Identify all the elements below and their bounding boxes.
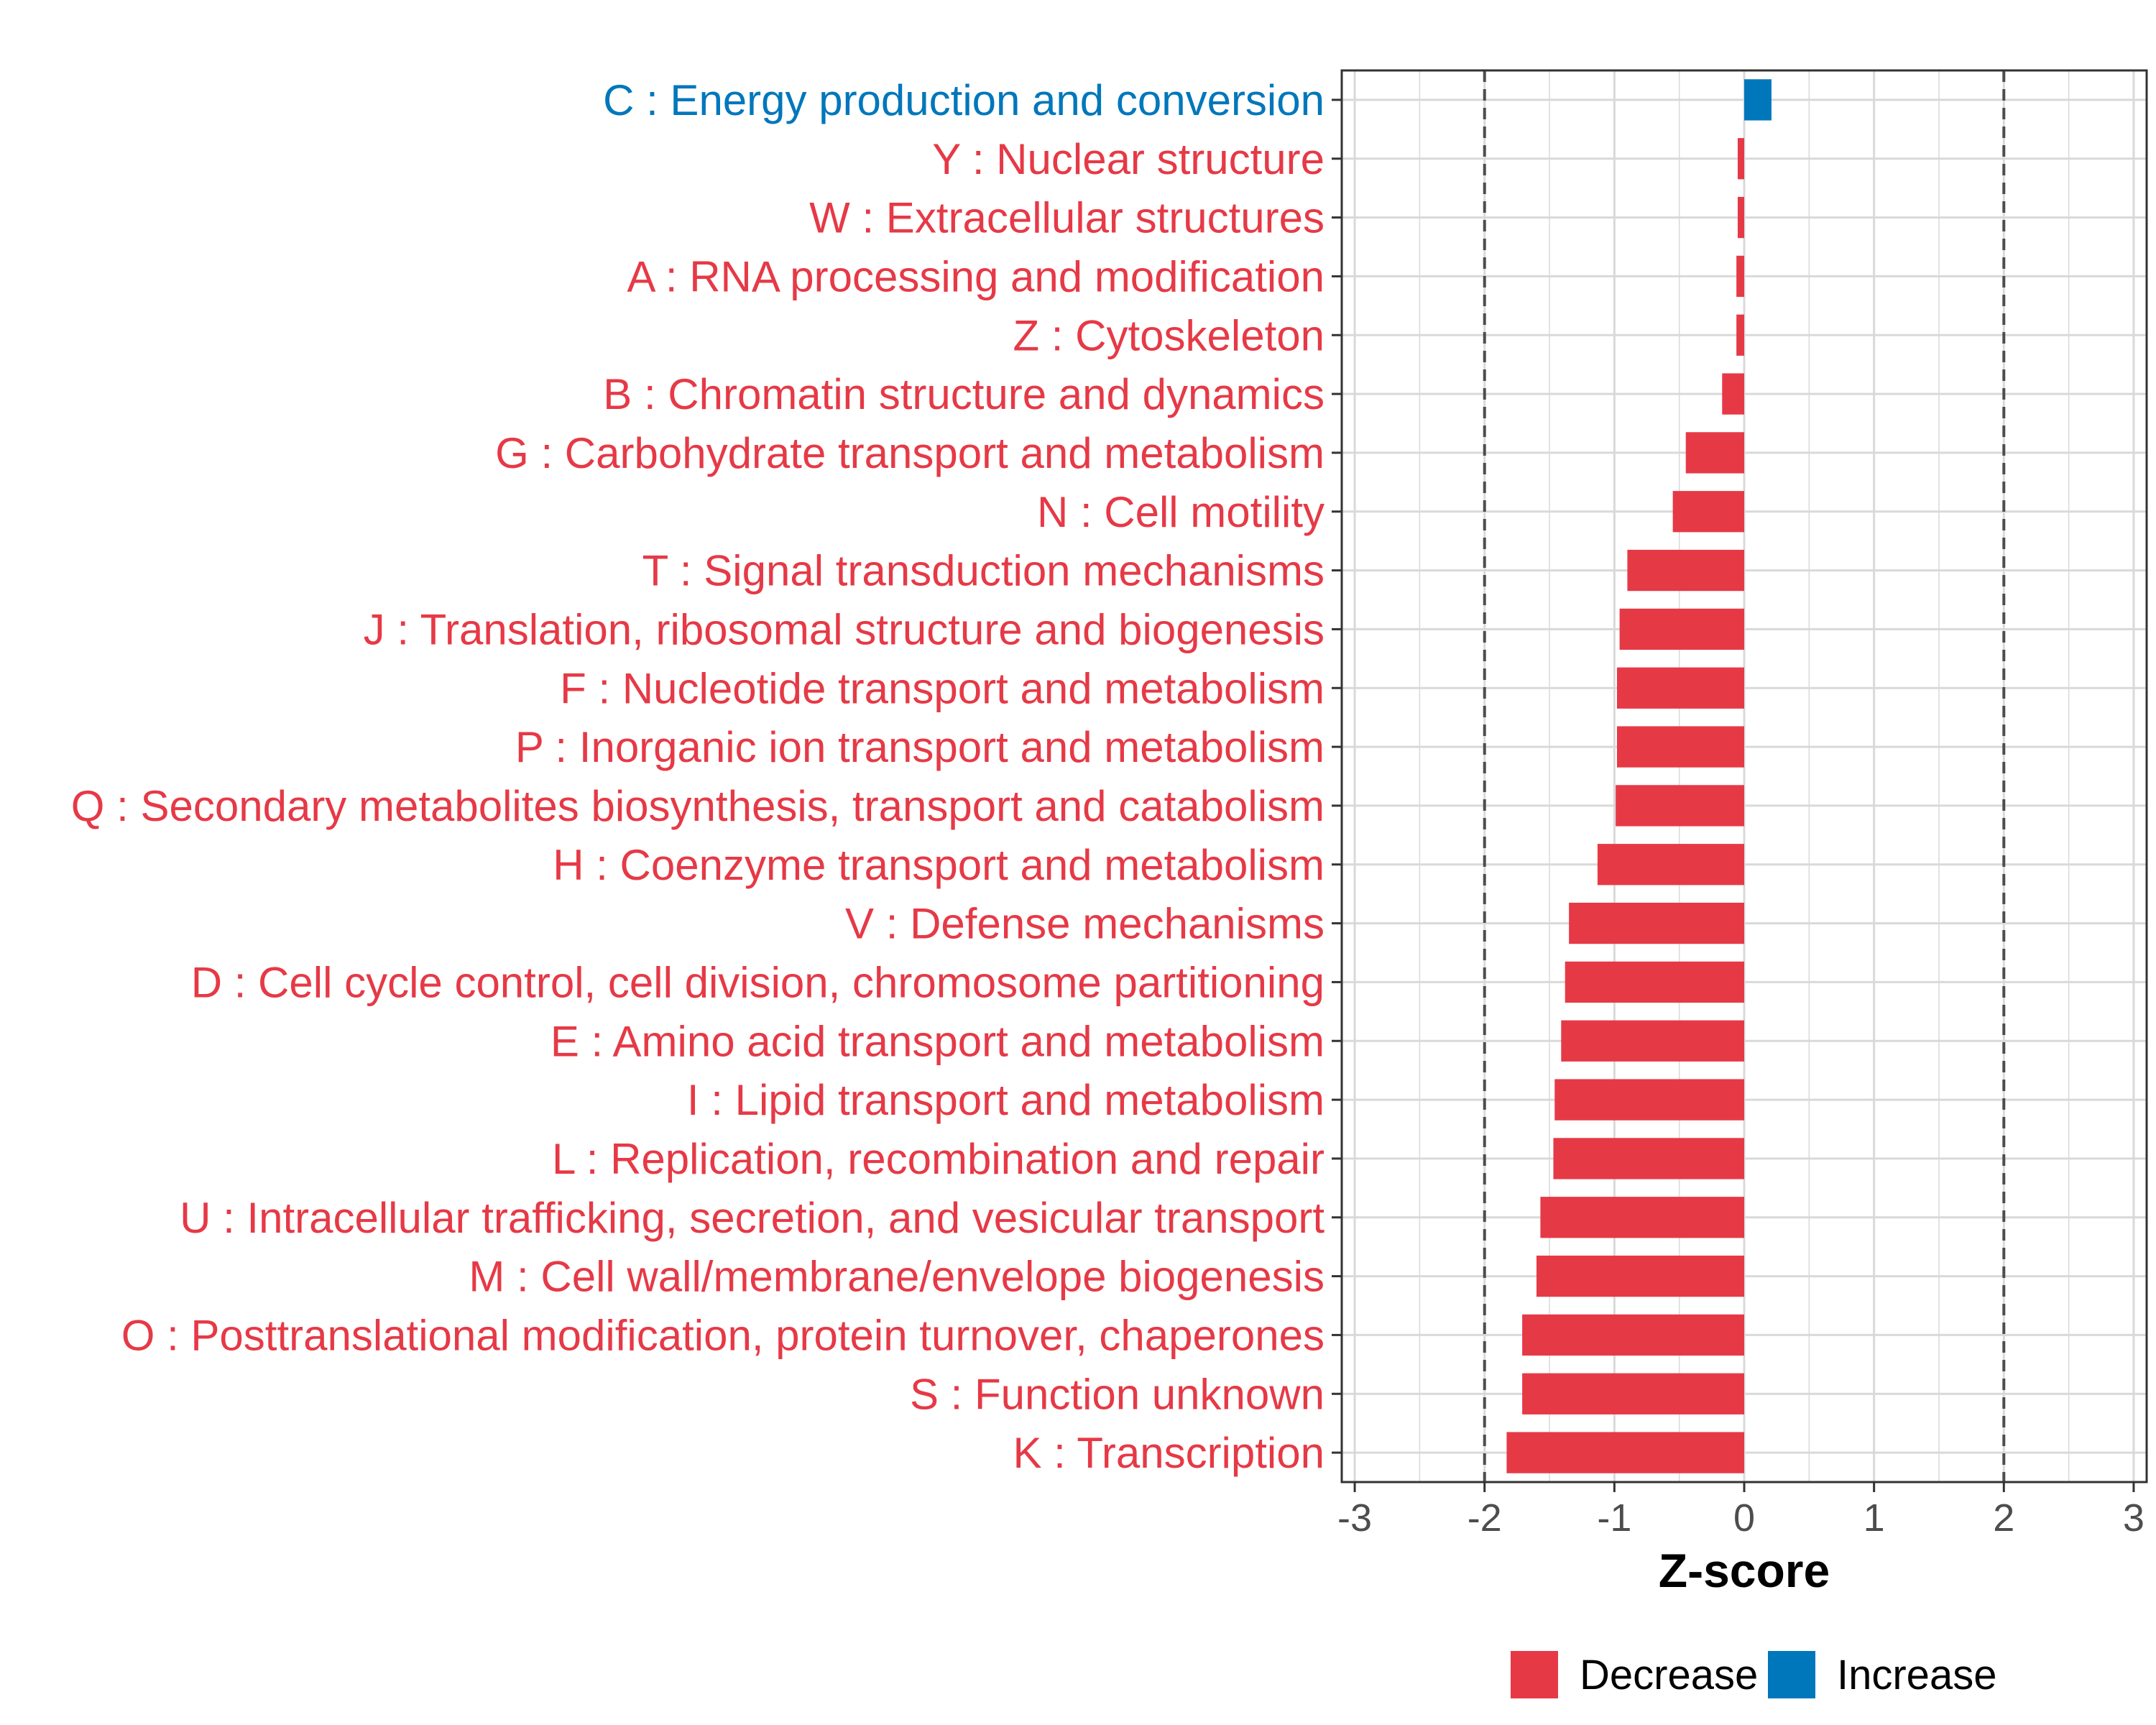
y-axis: C : Energy production and conversion Y : … (71, 76, 1342, 1477)
bar-e (1561, 1020, 1744, 1062)
category-label: C : Energy production and conversion (603, 76, 1325, 124)
bar-z (1736, 314, 1744, 356)
bar-o (1522, 1314, 1744, 1356)
bar-q (1616, 785, 1744, 827)
x-tick-label: -1 (1597, 1496, 1631, 1540)
bar-n (1672, 491, 1744, 533)
category-label: V : Defense mechanisms (845, 900, 1325, 948)
category-label: I : Lipid transport and metabolism (687, 1076, 1325, 1124)
category-label: A : RNA processing and modification (627, 252, 1325, 300)
category-label: Y : Nuclear structure (932, 135, 1325, 183)
category-label: P : Inorganic ion transport and metaboli… (515, 723, 1325, 771)
category-label: D : Cell cycle control, cell division, c… (191, 958, 1325, 1006)
category-label: S : Function unknown (910, 1370, 1325, 1418)
bar-c (1744, 79, 1772, 121)
legend-swatch-increase (1768, 1651, 1815, 1698)
bar-b (1722, 373, 1744, 415)
category-label: Q : Secondary metabolites biosynthesis, … (71, 782, 1325, 830)
bars (1506, 79, 1772, 1473)
category-label: H : Coenzyme transport and metabolism (553, 841, 1325, 889)
x-axis-title: Z-score (1659, 1544, 1830, 1597)
bar-y (1737, 138, 1744, 180)
x-tick-label: 0 (1733, 1496, 1755, 1540)
bar-v (1569, 902, 1744, 944)
bar-f (1616, 667, 1744, 709)
legend-label-decrease: Decrease (1580, 1652, 1758, 1698)
bar-m (1536, 1255, 1744, 1297)
category-label: W : Extracellular structures (809, 194, 1325, 242)
category-label: B : Chromatin structure and dynamics (603, 370, 1325, 418)
x-tick-label: 2 (1993, 1496, 2014, 1540)
bar-w (1737, 196, 1744, 239)
category-label: G : Carbohydrate transport and metabolis… (495, 429, 1325, 477)
bar-a (1736, 255, 1744, 298)
bar-g (1685, 432, 1744, 474)
category-label: O : Posttranslational modification, prot… (121, 1311, 1325, 1359)
x-axis: -3 -2 -1 0 1 2 3 (1337, 1482, 2145, 1540)
legend-swatch-decrease (1511, 1651, 1558, 1698)
bar-u (1540, 1197, 1744, 1238)
x-tick-label: -2 (1468, 1496, 1502, 1540)
bar-i (1554, 1079, 1744, 1121)
x-tick-label: -3 (1337, 1496, 1372, 1540)
bar-h (1597, 844, 1744, 886)
category-label: F : Nucleotide transport and metabolism (560, 664, 1325, 712)
category-label: N : Cell motility (1037, 488, 1325, 536)
bar-l (1553, 1138, 1744, 1179)
bar-k (1506, 1432, 1744, 1473)
category-label: M : Cell wall/membrane/envelope biogenes… (469, 1253, 1325, 1301)
category-label: T : Signal transduction mechanisms (642, 547, 1325, 595)
legend: Decrease Increase (1511, 1651, 1996, 1698)
category-label: E : Amino acid transport and metabolism (550, 1017, 1325, 1065)
category-label: U : Intracellular trafficking, secretion… (180, 1194, 1325, 1242)
category-label: Z : Cytoskeleton (1013, 311, 1325, 359)
category-label: L : Replication, recombination and repai… (552, 1135, 1325, 1183)
legend-label-increase: Increase (1837, 1652, 1996, 1698)
bar-d (1565, 961, 1744, 1003)
reference-lines (1483, 70, 2006, 1482)
category-label: K : Transcription (1013, 1429, 1325, 1477)
bar-p (1616, 726, 1744, 768)
bar-j (1619, 608, 1744, 650)
category-label: J : Translation, ribosomal structure and… (364, 605, 1325, 653)
bar-s (1522, 1373, 1744, 1414)
x-tick-label: 1 (1864, 1496, 1885, 1540)
x-tick-label: 3 (2123, 1496, 2145, 1540)
bar-t (1627, 549, 1744, 592)
